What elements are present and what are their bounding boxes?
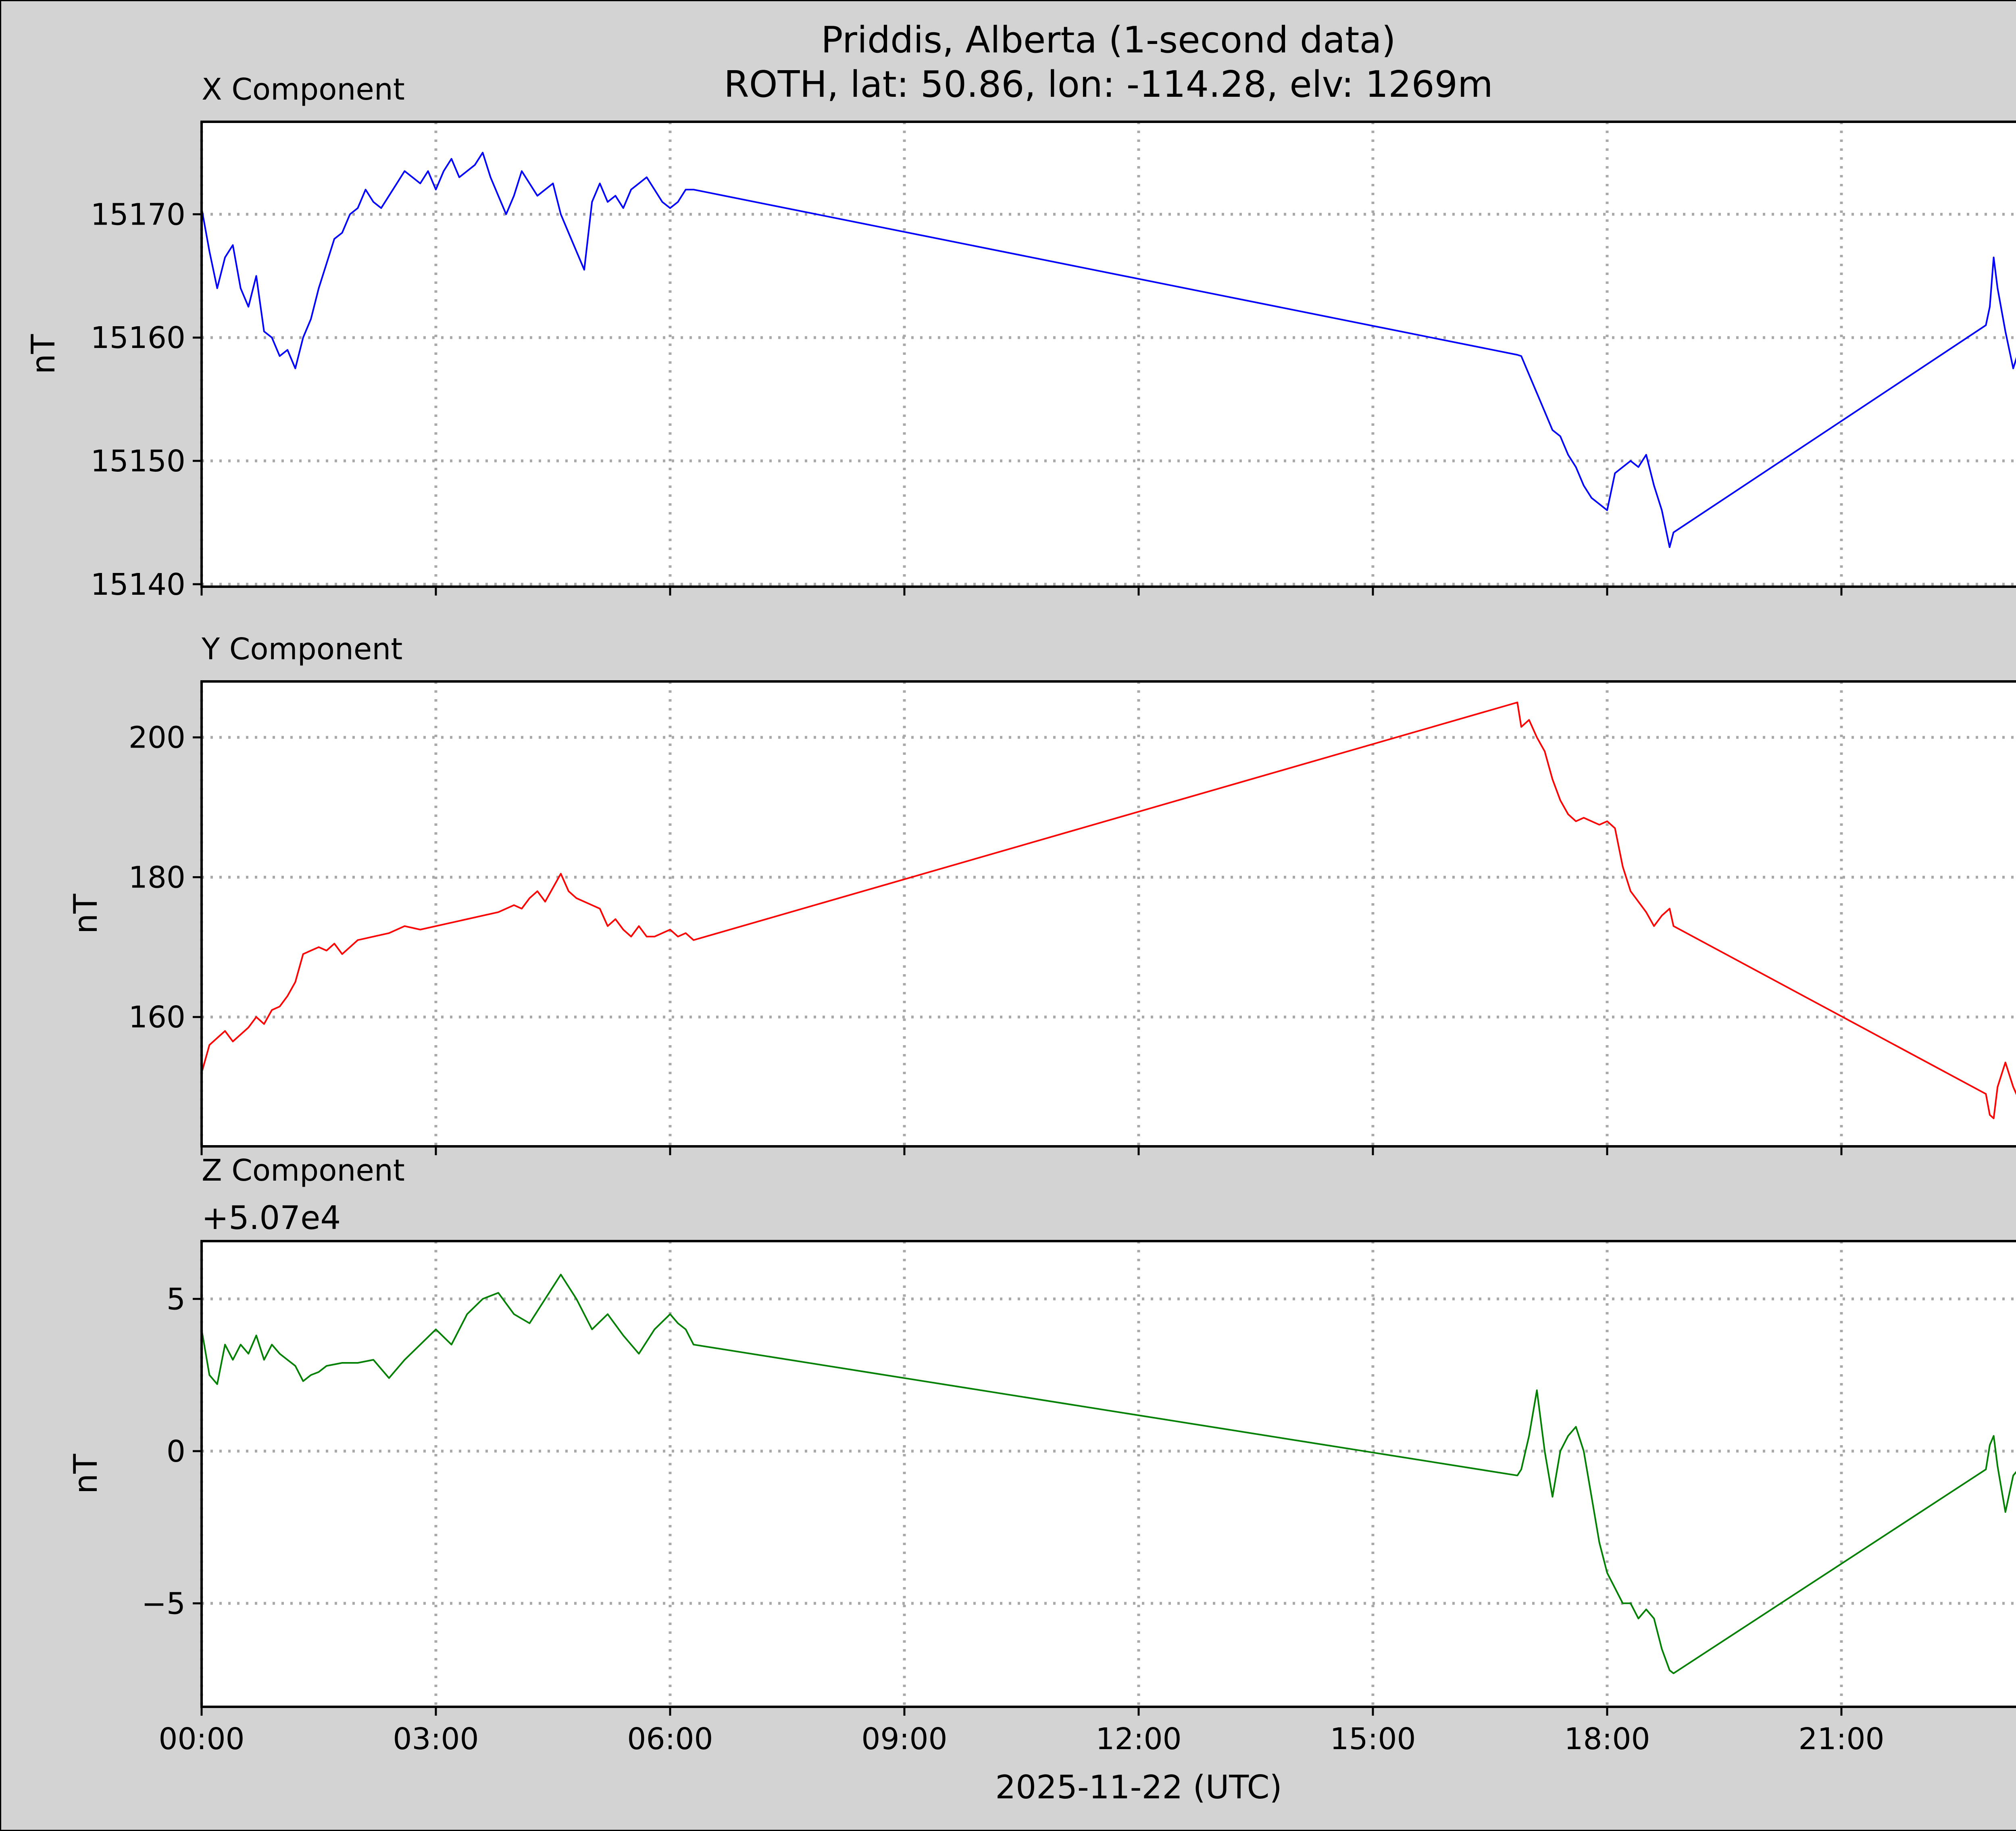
panel-x: 15140 15150 15160 15170 X Component nT — [25, 72, 2016, 602]
panel-title-z: Z Component — [202, 1153, 405, 1188]
y-tick-label: 200 — [129, 721, 185, 755]
panel-z: 00:00 03:00 06:00 09:00 12:00 15:00 18:00 21:00… — [67, 1153, 2016, 1756]
y-tick-label: 15170 — [91, 197, 185, 232]
y-tick-label: 15140 — [91, 567, 185, 602]
y-axis-label-z: nT — [67, 1454, 104, 1494]
x-tick-label: 18:00 — [1564, 1722, 1650, 1756]
plot-area-z — [202, 1241, 2016, 1707]
series-line-y — [201, 702, 2016, 1119]
y-tick-label: 15160 — [91, 321, 185, 355]
y-tick-label: 160 — [129, 1000, 185, 1035]
x-tick-label: 15:00 — [1330, 1722, 1416, 1756]
plot-frame-y — [200, 680, 2016, 1148]
x-axis-title: 2025-11-22 (UTC) — [995, 1769, 1282, 1806]
plot-frame-x — [200, 121, 2016, 588]
figure-title: Priddis, Alberta (1-second data) — [821, 19, 1395, 61]
y-axis-label-y: nT — [67, 894, 104, 934]
y-axis-label-x: nT — [25, 334, 62, 375]
x-tick-label: 09:00 — [861, 1722, 947, 1756]
panels-group: 15140 15150 15160 15170 X Component nT 160 180 2… — [25, 72, 2016, 1756]
series-line-z — [201, 1274, 2016, 1674]
panel-y: 160 180 200 Y Component nT — [67, 632, 2016, 1155]
plot-area-x — [202, 122, 2016, 587]
x-tick-label: 06:00 — [627, 1722, 713, 1756]
y-tick-label: −5 — [142, 1586, 185, 1621]
panel-title-y: Y Component — [201, 632, 402, 667]
x-tick-label: 03:00 — [393, 1722, 479, 1756]
x-tick-label: 00:00 — [158, 1722, 244, 1756]
y-tick-label: 180 — [129, 860, 185, 895]
panel-title-x: X Component — [202, 72, 405, 107]
series-line-x — [201, 152, 2016, 548]
y-tick-label: 0 — [167, 1434, 185, 1469]
plot-frame-z — [200, 1240, 2016, 1708]
plot-area-y — [202, 681, 2016, 1146]
offset-label-z: +5.07e4 — [202, 1199, 341, 1237]
y-tick-label: 5 — [167, 1282, 185, 1316]
y-tick-label: 15150 — [91, 444, 185, 479]
figure-subtitle: ROTH, lat: 50.86, lon: -114.28, elv: 126… — [724, 63, 1493, 106]
x-tick-label: 12:00 — [1095, 1722, 1181, 1756]
x-tick-label: 21:00 — [1798, 1722, 1884, 1756]
